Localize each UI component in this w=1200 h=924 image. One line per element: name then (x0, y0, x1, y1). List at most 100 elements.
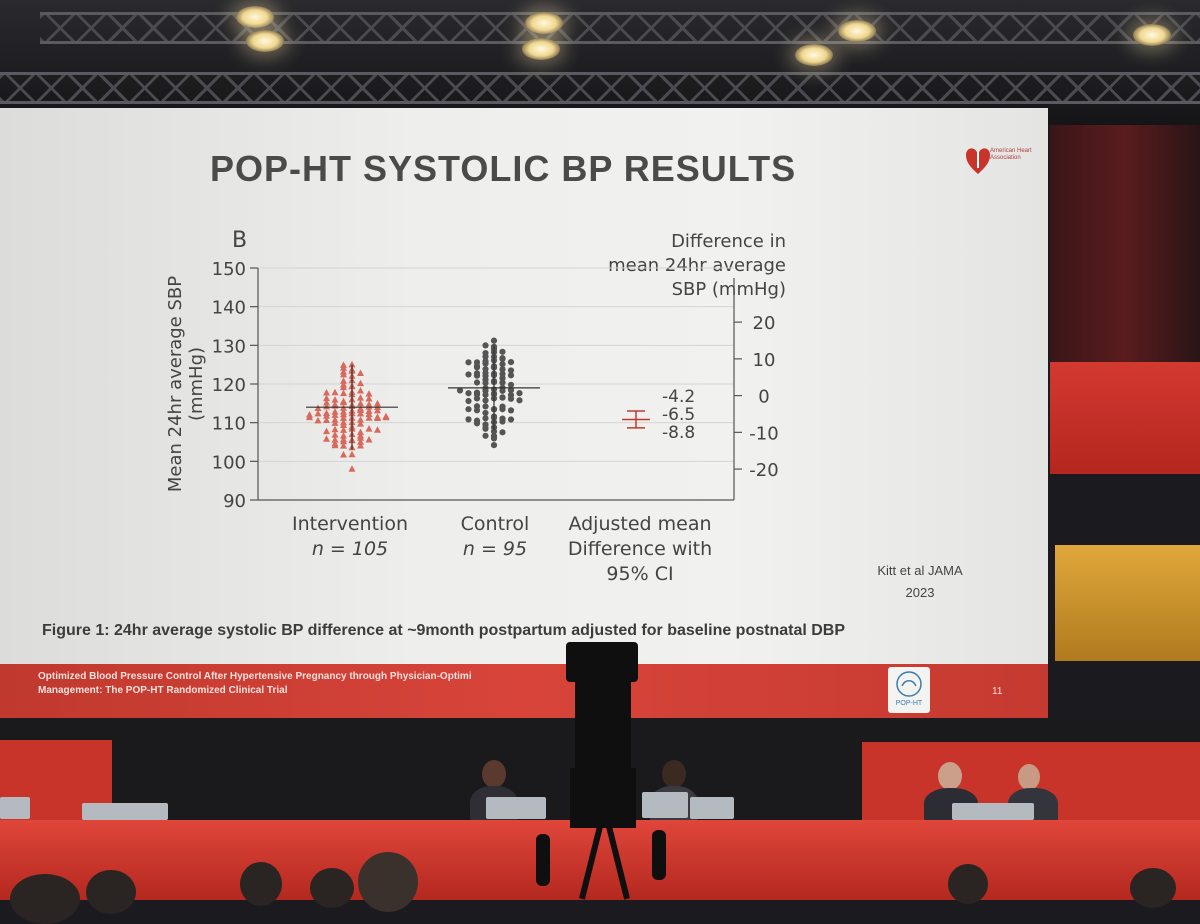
right-axis-title-line: SBP (mmHg) (671, 279, 786, 300)
control-point (473, 403, 481, 410)
video-camera-body (575, 680, 631, 770)
intervention-point (340, 377, 347, 384)
intervention-point (357, 394, 364, 401)
intervention-point (340, 426, 347, 433)
n-label: n = 105 (311, 538, 389, 560)
laptop (486, 797, 546, 819)
category-label-line2: Difference with (567, 538, 713, 560)
intervention-point (323, 435, 330, 442)
intervention-point (357, 420, 364, 427)
intervention-dots (306, 360, 398, 472)
intervention-point (365, 400, 373, 408)
ci-labels: -4.2 -6.5 -8.8 (662, 388, 695, 442)
panelist-head (938, 762, 962, 790)
right-tick-label: 0 (758, 387, 769, 408)
control-point (507, 407, 515, 414)
left-tick-label: 110 (212, 414, 246, 435)
ci-lower-label: -8.8 (662, 423, 696, 443)
intervention-point (348, 465, 356, 472)
backdrop-gold-panel (1055, 545, 1200, 661)
intervention-point (365, 394, 373, 402)
lighting-truss-lower (0, 72, 1200, 104)
ci-mean-label: -6.5 (662, 405, 696, 425)
control-point (482, 403, 489, 410)
intervention-point (340, 410, 347, 418)
intervention-point (323, 416, 330, 424)
video-camera-mount (570, 768, 636, 828)
control-point (499, 348, 506, 355)
intervention-point (357, 369, 364, 377)
left-tick-label: 90 (223, 491, 246, 512)
pop-ht-logo-icon (896, 671, 922, 697)
intervention-point (340, 431, 347, 439)
backdrop-left-wall (1050, 125, 1200, 365)
intervention-point (323, 394, 330, 402)
intervention-point (365, 414, 373, 421)
control-point (473, 420, 481, 427)
left-tick-label: 130 (212, 336, 246, 357)
slide-title: POP-HT SYSTOLIC BP RESULTS (210, 148, 797, 189)
control-dots (448, 337, 540, 449)
x-category-adjusted: Adjusted mean Difference with 95% CI (545, 512, 735, 587)
intervention-point (314, 409, 322, 417)
control-point (465, 416, 472, 423)
right-axis-title-line: mean 24hr average (608, 255, 786, 276)
category-label: Intervention (292, 513, 408, 535)
control-point (499, 429, 506, 436)
audience-head (1130, 868, 1176, 908)
intervention-point (340, 380, 347, 388)
intervention-point (357, 404, 364, 412)
slide-footer: Optimized Blood Pressure Control After H… (0, 664, 1048, 718)
ci-upper-label: -4.2 (662, 387, 696, 407)
ceiling (0, 0, 1200, 125)
control-point (482, 342, 489, 349)
control-point (482, 369, 489, 377)
intervention-point (382, 412, 390, 420)
panelist-head (482, 760, 506, 788)
control-point (507, 416, 515, 423)
control-point (482, 409, 489, 417)
control-point (465, 406, 472, 413)
intervention-point (340, 450, 347, 458)
stage-light (838, 20, 876, 42)
control-point (516, 397, 523, 404)
audience-head (358, 852, 418, 912)
control-point (473, 362, 481, 370)
right-tick-label: -20 (749, 460, 778, 481)
pop-ht-logo-text: POP-HT (895, 700, 923, 707)
control-point (482, 376, 489, 383)
intervention-point (340, 389, 347, 397)
intervention-point (331, 411, 339, 418)
stage-light (522, 38, 560, 60)
citation-year: 2023 (905, 585, 935, 600)
right-axis-title-line: Difference in (671, 231, 786, 252)
intervention-point (306, 411, 313, 418)
right-tick-label: 10 (753, 350, 776, 371)
stage-light (795, 44, 833, 66)
control-point (516, 390, 523, 397)
intervention-point (357, 387, 364, 394)
control-point (499, 355, 506, 362)
laptop (690, 797, 734, 819)
intervention-point (323, 409, 330, 416)
camera-handle (652, 830, 666, 880)
intervention-point (340, 397, 347, 405)
stage-light (525, 12, 563, 34)
footer-title-line: Optimized Blood Pressure Control After H… (38, 671, 472, 682)
intervention-point (357, 416, 364, 423)
left-tick-label: 150 (212, 259, 246, 280)
audience-head (10, 874, 80, 924)
right-tick-label: -10 (749, 423, 778, 444)
laptop (952, 803, 1034, 820)
control-point (507, 386, 515, 394)
laptop (0, 797, 30, 819)
control-point (482, 432, 489, 439)
intervention-point (365, 390, 373, 397)
control-point (507, 359, 515, 366)
intervention-point (365, 436, 373, 443)
panelist-head (662, 760, 686, 788)
control-point (482, 424, 489, 431)
intervention-point (357, 438, 364, 445)
heart-torch-logo-icon (966, 148, 990, 174)
